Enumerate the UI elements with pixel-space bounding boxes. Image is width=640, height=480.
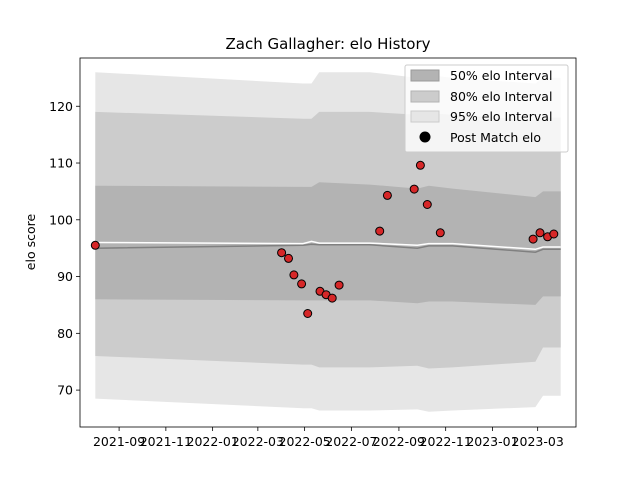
y-tick-label: 110 — [49, 156, 73, 171]
plot-area — [90, 72, 561, 412]
data-point — [289, 270, 299, 280]
data-point — [528, 234, 538, 244]
data-point — [422, 200, 432, 209]
data-point — [90, 240, 100, 250]
mean-line-upper — [95, 240, 561, 251]
y-tick-label: 70 — [57, 383, 73, 398]
data-point — [334, 280, 344, 290]
y-axis-label: elo score — [23, 214, 38, 271]
mean-line-lower — [95, 243, 561, 253]
x-tick-label: 2023-01 — [466, 434, 518, 449]
legend-swatch-95 — [410, 110, 440, 123]
legend-box — [404, 64, 569, 153]
legend-swatch-80 — [410, 90, 440, 103]
legend-label-95: 95% elo Interval — [450, 109, 552, 124]
post-match-points — [90, 160, 559, 318]
x-tick-label: 2022-11 — [420, 434, 472, 449]
x-tick-label: 2021-11 — [140, 434, 192, 449]
legend-swatch-50 — [410, 69, 440, 82]
data-point — [535, 228, 545, 238]
data-point — [409, 184, 419, 194]
data-point — [277, 248, 287, 258]
x-tick-label: 2022-09 — [373, 434, 425, 449]
legend-label-post-match: Post Match elo — [450, 130, 541, 145]
x-tick-label: 2022-03 — [232, 434, 284, 449]
x-tick-label: 2022-05 — [279, 434, 331, 449]
legend-marker-post-match — [419, 131, 431, 143]
plot-frame — [79, 57, 577, 428]
data-point — [303, 309, 313, 318]
x-tick-label: 2022-07 — [325, 434, 377, 449]
y-tick-label: 90 — [57, 269, 73, 284]
data-point — [297, 279, 307, 289]
y-tick-label: 100 — [49, 212, 73, 227]
legend-label-80: 80% elo Interval — [450, 89, 552, 104]
y-tick-label: 120 — [49, 99, 73, 114]
chart-title: Zach Gallagher: elo History — [225, 35, 430, 53]
legend: 50% elo Interval 80% elo Interval 95% el… — [404, 64, 569, 153]
x-axis: 2021-092021-112022-012022-032022-052022-… — [93, 427, 564, 449]
data-point — [549, 229, 559, 239]
data-point — [415, 160, 425, 170]
x-tick-label: 2022-01 — [187, 434, 239, 449]
data-point — [284, 253, 293, 263]
y-axis: 70 80 90 100 110 120 — [49, 99, 80, 398]
x-tick-label: 2023-03 — [512, 434, 564, 449]
legend-label-50: 50% elo Interval — [450, 68, 552, 83]
x-tick-label: 2021-09 — [93, 434, 145, 449]
data-point — [435, 228, 445, 238]
data-point — [327, 293, 337, 303]
data-point — [375, 226, 385, 236]
data-point — [382, 190, 392, 200]
y-tick-label: 80 — [57, 326, 73, 341]
